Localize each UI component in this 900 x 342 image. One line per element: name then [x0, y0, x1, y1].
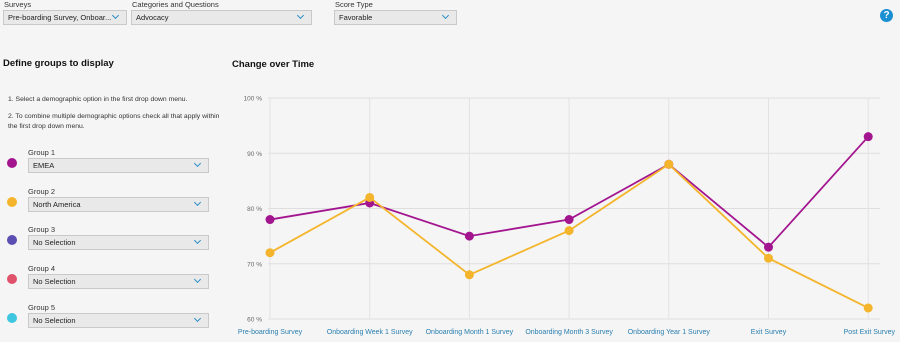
- point: [464, 231, 474, 241]
- x-tick-label: Onboarding Month 1 Survey: [426, 329, 514, 336]
- dropdown-value: EMEA: [33, 161, 55, 170]
- dropdown[interactable]: North America: [28, 196, 209, 212]
- dropdown[interactable]: Pre-boarding Survey, Onboar...: [3, 10, 127, 25]
- dropdown-value: North America: [33, 199, 81, 209]
- chart-title: Change over Time: [232, 59, 314, 70]
- dropdown-value: Advocacy: [136, 13, 169, 22]
- x-tick-label: Onboarding Year 1 Survey: [628, 329, 711, 336]
- point: [464, 270, 474, 280]
- point: [863, 132, 873, 142]
- y-tick-label: 60 %: [247, 317, 262, 324]
- chevron: [193, 198, 202, 206]
- dropdown[interactable]: No Selection: [28, 312, 209, 328]
- y-tick-label: 90 %: [247, 151, 262, 158]
- point: [764, 242, 773, 252]
- x-tick-label: Onboarding Month 3 Survey: [525, 329, 613, 336]
- point: [564, 215, 574, 225]
- chevron: [296, 11, 305, 20]
- dropdown[interactable]: No Selection: [28, 235, 209, 251]
- dropdown-value: Pre-boarding Survey, Onboar...: [8, 13, 112, 22]
- dropdown[interactable]: EMEA: [28, 158, 209, 173]
- x-tick-label: Post Exit Survey: [844, 329, 896, 336]
- point: [863, 303, 873, 313]
- point: [764, 253, 773, 263]
- point: [664, 159, 674, 169]
- x-tick-label: Exit Survey: [751, 329, 787, 336]
- y-tick-label: 70 %: [247, 261, 262, 268]
- dropdown-value: No Selection: [33, 315, 76, 325]
- chevron: [441, 11, 450, 20]
- help-icon[interactable]: ?: [880, 9, 893, 22]
- chevron: [193, 159, 202, 168]
- x-tick-label: Pre-boarding Survey: [238, 329, 303, 336]
- chevron: [111, 11, 120, 20]
- y-tick-label: 100 %: [244, 96, 263, 103]
- dropdown-value: Favorable: [339, 13, 373, 22]
- chevron: [193, 314, 202, 322]
- dropdown-value: No Selection: [33, 277, 76, 287]
- dropdown[interactable]: Advocacy: [131, 10, 312, 25]
- point: [365, 192, 375, 202]
- x-tick-label: Onboarding Week 1 Survey: [327, 329, 413, 336]
- y-tick-label: 80 %: [247, 206, 262, 213]
- chevron: [193, 276, 202, 284]
- point: [564, 226, 574, 236]
- point: [265, 215, 275, 225]
- chevron: [193, 237, 202, 245]
- dropdown-value: No Selection: [33, 238, 76, 248]
- dropdown[interactable]: No Selection: [28, 274, 209, 290]
- dropdown[interactable]: Favorable: [334, 10, 457, 25]
- point: [265, 248, 275, 258]
